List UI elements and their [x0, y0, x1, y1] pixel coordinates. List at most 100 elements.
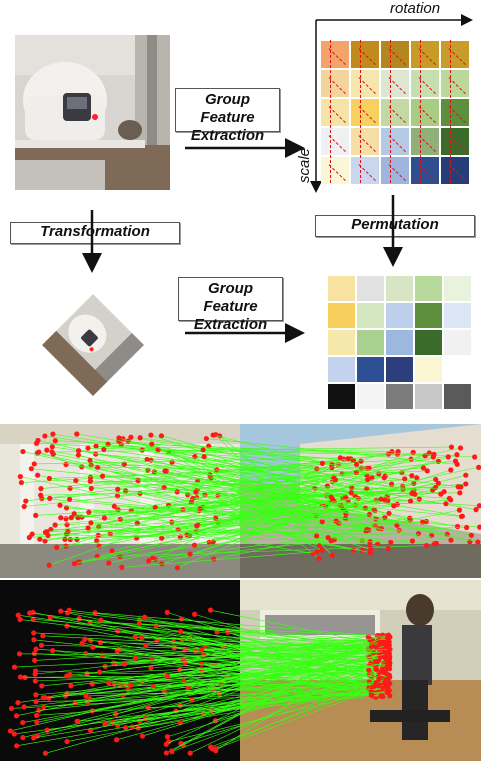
keypoint	[89, 486, 94, 491]
keypoint	[386, 511, 391, 516]
grid-cell	[386, 330, 413, 355]
keypoint	[459, 514, 464, 519]
keypoint	[369, 693, 374, 698]
keypoint	[57, 503, 62, 508]
grid-cell	[328, 357, 355, 382]
keypoint	[139, 635, 144, 640]
grid-cell	[415, 330, 442, 355]
keypoint	[22, 504, 27, 509]
keypoint	[146, 558, 151, 563]
keypoint	[386, 451, 391, 456]
keypoint	[153, 557, 158, 562]
keypoint	[204, 436, 209, 441]
keypoint	[365, 477, 370, 482]
keypoint	[37, 537, 42, 542]
keypoint	[73, 478, 78, 483]
keypoint	[39, 643, 44, 648]
keypoint	[472, 454, 477, 459]
keypoint	[367, 637, 372, 642]
keypoint	[188, 751, 193, 756]
keypoint	[12, 665, 17, 670]
keypoint	[100, 474, 105, 479]
keypoint	[384, 651, 389, 656]
keypoint	[75, 515, 80, 520]
keypoint	[463, 473, 468, 478]
keypoint	[34, 441, 39, 446]
keypoint	[349, 490, 354, 495]
keypoint	[456, 484, 461, 489]
keypoint	[67, 497, 72, 502]
keypoint	[22, 704, 27, 709]
keypoint	[90, 708, 95, 713]
keypoint	[34, 713, 39, 718]
keypoint	[53, 438, 58, 443]
keypoint	[63, 516, 68, 521]
grid-cell	[444, 357, 471, 382]
keypoint	[333, 477, 338, 482]
keypoint	[345, 456, 350, 461]
keypoint	[112, 504, 117, 509]
keypoint	[64, 739, 69, 744]
keypoint	[33, 678, 38, 683]
grid-cell	[328, 303, 355, 328]
keypoint	[92, 610, 97, 615]
keypoint	[165, 674, 170, 679]
keypoint	[69, 515, 74, 520]
keypoint	[455, 524, 460, 529]
keypoint	[382, 475, 387, 480]
keypoint	[351, 548, 356, 553]
keypoint	[354, 462, 359, 467]
keypoint	[83, 694, 88, 699]
feature-grid-bottom	[327, 275, 471, 410]
keypoint	[128, 682, 133, 687]
keypoint	[38, 493, 43, 498]
keypoint	[15, 700, 20, 705]
keypoint	[32, 658, 37, 663]
keypoint	[374, 680, 379, 685]
keypoint	[35, 473, 40, 478]
keypoint	[52, 522, 57, 527]
keypoint	[449, 444, 454, 449]
keypoint	[159, 536, 164, 541]
keypoint	[367, 542, 372, 547]
grid-cell	[328, 384, 355, 409]
keypoint	[329, 494, 334, 499]
keypoint	[109, 548, 114, 553]
keypoint	[43, 751, 48, 756]
keypoint	[464, 525, 469, 530]
grid-cell	[444, 330, 471, 355]
keypoint	[316, 556, 321, 561]
keypoint	[47, 563, 52, 568]
keypoint	[193, 489, 198, 494]
keypoint	[409, 491, 414, 496]
grid-cell	[444, 303, 471, 328]
keypoint	[50, 444, 55, 449]
keypoint	[87, 458, 92, 463]
grid-cell	[386, 276, 413, 301]
keypoint	[36, 449, 41, 454]
keypoint	[90, 681, 95, 686]
keypoint	[457, 508, 462, 513]
keypoint	[187, 551, 192, 556]
keypoint	[469, 533, 474, 538]
keypoint	[32, 651, 37, 656]
keypoint	[421, 465, 426, 470]
keypoint	[194, 523, 199, 528]
keypoint	[330, 553, 335, 558]
keypoint	[385, 546, 390, 551]
keypoint	[115, 628, 120, 633]
keypoint	[14, 743, 19, 748]
keypoint	[314, 533, 319, 538]
keypoint	[154, 623, 159, 628]
keypoint	[424, 543, 429, 548]
keypoint	[458, 445, 463, 450]
keypoint	[27, 535, 32, 540]
keypoint	[85, 525, 90, 530]
keypoint	[385, 664, 390, 669]
keypoint	[199, 647, 204, 652]
grid-cell	[386, 303, 413, 328]
keypoint	[391, 503, 396, 508]
keypoint	[20, 735, 25, 740]
keypoint	[86, 510, 91, 515]
keypoint	[457, 490, 462, 495]
